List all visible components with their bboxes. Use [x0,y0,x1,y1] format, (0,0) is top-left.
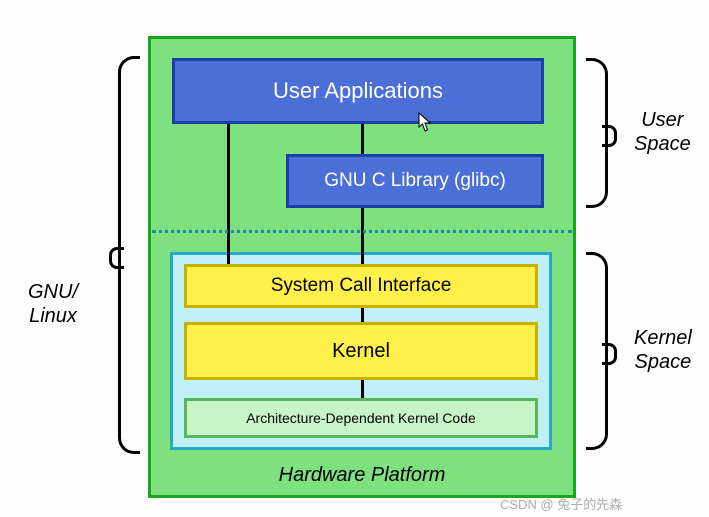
connector-line [361,380,364,398]
arch-label: Architecture-Dependent Kernel Code [246,410,476,426]
user-space-label: UserSpace [634,108,691,156]
user-kernel-divider [152,230,572,233]
glibc-label: GNU C Library (glibc) [324,170,506,192]
arch-kernel-code-box: Architecture-Dependent Kernel Code [184,398,538,438]
user-applications-label: User Applications [273,78,443,104]
mouse-cursor-icon [418,112,432,132]
connector-line [361,208,364,264]
kernel-box: Kernel [184,322,538,380]
kernel-space-brace [586,252,608,450]
connector-line [227,124,230,264]
connector-line [361,308,364,322]
kernel-space-label: KernelSpace [634,326,692,374]
connector-line [361,124,364,154]
hardware-platform-label: Hardware Platform [151,464,573,487]
kernel-label: Kernel [332,340,390,363]
syscall-label: System Call Interface [271,275,452,297]
gnu-linux-brace [118,56,140,454]
gnu-linux-label: GNU/Linux [28,280,78,328]
glibc-box: GNU C Library (glibc) [286,154,544,208]
user-space-brace [586,58,608,208]
watermark-text: CSDN @ 兔子的先森 [500,494,622,513]
user-applications-box: User Applications [172,58,544,124]
syscall-interface-box: System Call Interface [184,264,538,308]
